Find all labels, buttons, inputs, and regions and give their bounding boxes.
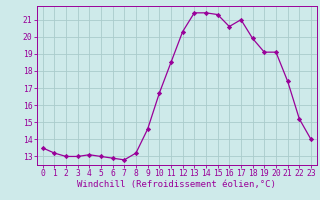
X-axis label: Windchill (Refroidissement éolien,°C): Windchill (Refroidissement éolien,°C) [77,180,276,189]
